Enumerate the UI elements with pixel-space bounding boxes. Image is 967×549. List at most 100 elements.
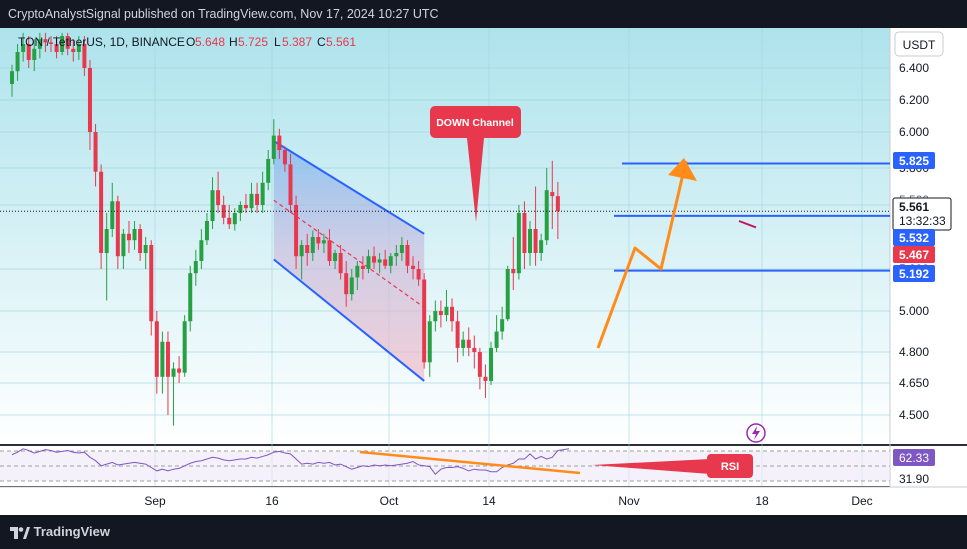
candle-body (271, 135, 276, 159)
candle (160, 331, 165, 394)
candle (260, 171, 265, 213)
candle-body (199, 240, 204, 261)
price-tag-5532-text: 5.532 (899, 231, 929, 245)
candle (310, 230, 315, 261)
candle-body (522, 213, 527, 253)
candle (37, 32, 42, 59)
candle-body (32, 48, 37, 60)
publisher-bar: CryptoAnalystSignal published on Trading… (0, 0, 967, 28)
candle-body (550, 192, 555, 197)
candle (533, 186, 538, 266)
candle-body (366, 256, 371, 269)
legend-open-label: O (186, 35, 195, 49)
rsi-divergence-line (359, 450, 581, 475)
candle (249, 182, 254, 213)
candle (82, 36, 87, 76)
candle (511, 237, 516, 290)
candle-body (21, 44, 26, 52)
candle-body (154, 321, 159, 377)
candle (221, 195, 226, 225)
candle (333, 249, 338, 269)
candle (444, 290, 449, 322)
candle (282, 146, 287, 172)
candle (71, 39, 76, 62)
projection-path (596, 160, 688, 349)
candle-body (360, 265, 365, 269)
candle (416, 261, 421, 286)
candle (48, 36, 53, 52)
candle-body (37, 39, 42, 49)
candle (477, 347, 482, 390)
down-channel-label: DOWN Channel (436, 117, 514, 129)
price-tag-5192-text: 5.192 (899, 267, 929, 281)
candle-body (533, 229, 538, 253)
candle (461, 331, 466, 357)
candle-body (461, 339, 466, 348)
candle (422, 273, 427, 369)
x-tick-label: 16 (265, 494, 279, 508)
candle-body (249, 193, 254, 209)
candle (204, 213, 209, 245)
y-tick-label: 4.800 (899, 345, 929, 359)
candle-body (483, 376, 488, 381)
candle (483, 364, 488, 398)
candle-body (26, 44, 31, 60)
candle (54, 36, 59, 59)
y-tick-label: 6.400 (899, 61, 929, 75)
candle-body (243, 205, 248, 209)
candle-body (411, 265, 416, 269)
lightning-icon[interactable] (746, 423, 766, 443)
chart-canvas[interactable]: 6.4006.2006.0005.8005.2005.0004.8004.650… (0, 28, 967, 515)
candle (288, 153, 293, 213)
candle (199, 229, 204, 269)
candle (528, 221, 533, 266)
candle-body (193, 261, 198, 274)
y-tick-label: 4.500 (899, 408, 929, 422)
candle-body (438, 311, 443, 316)
candle (405, 240, 410, 274)
candle-body (238, 205, 243, 213)
candle-body (494, 331, 499, 348)
candle-body (282, 150, 287, 165)
candle-body (338, 253, 343, 274)
candle (500, 306, 505, 340)
candle (182, 315, 187, 377)
candle (550, 160, 555, 229)
candle-body (349, 277, 354, 295)
time-scale-background (0, 487, 967, 515)
candle (188, 265, 193, 332)
candle (132, 221, 137, 250)
tradingview-logo[interactable]: TradingView (10, 524, 110, 539)
price-tag-5825-text: 5.825 (899, 154, 929, 168)
candle (294, 195, 299, 269)
candle-body (65, 36, 70, 49)
candle (394, 245, 399, 266)
tradingview-brand: TradingView (33, 524, 110, 539)
candle-body (422, 279, 427, 363)
candle-body (160, 341, 165, 377)
candle (372, 246, 377, 269)
rsi-low-label: 31.90 (899, 472, 929, 486)
candle-body (227, 217, 232, 225)
candle (383, 249, 388, 269)
candle (177, 356, 182, 383)
candle-body (327, 240, 332, 261)
prev-close-tag: 5.467 (893, 246, 935, 263)
x-tick-label: Dec (851, 494, 872, 508)
candle-body (132, 229, 137, 241)
candle (299, 240, 304, 280)
candle-body (48, 42, 53, 44)
candle-body (210, 190, 215, 221)
candle-body (60, 36, 65, 52)
candle-body (76, 44, 81, 52)
down-channel-mid-line (273, 199, 425, 308)
rsi-current-tag: 62.33 (893, 449, 935, 466)
candle (355, 261, 360, 290)
candle (516, 205, 521, 280)
currency-button[interactable]: USDT (894, 31, 944, 57)
candle (232, 208, 237, 231)
candle-body (188, 273, 193, 322)
candle-body (516, 213, 521, 274)
candle (539, 233, 544, 261)
candle (555, 181, 560, 240)
